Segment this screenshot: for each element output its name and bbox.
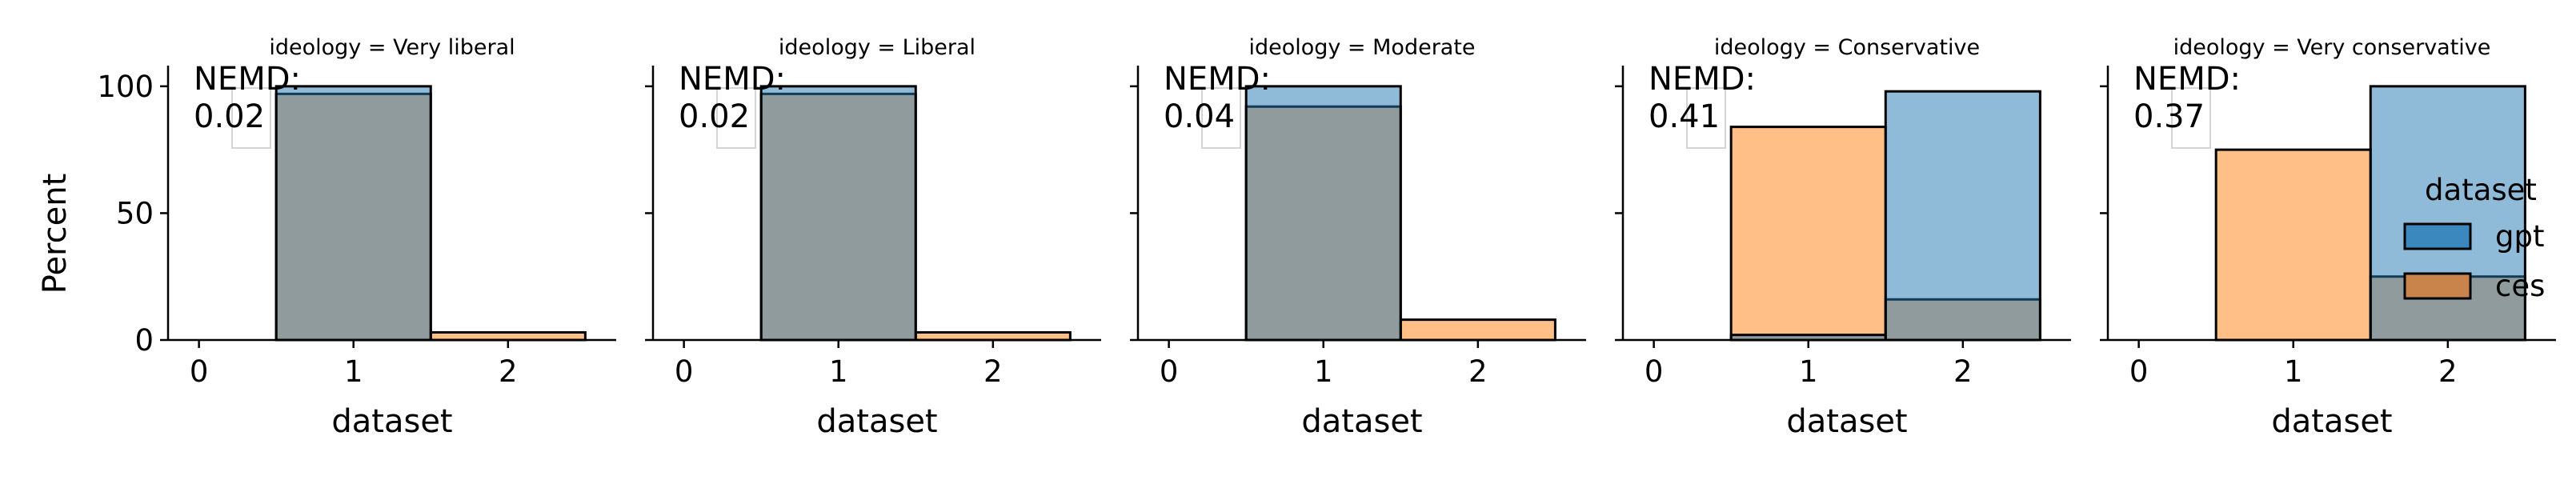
y-tick-label: 0: [134, 323, 154, 358]
panel-title: ideology = Very conservative: [2173, 35, 2491, 60]
nemd-label: NEMD:: [1649, 61, 1756, 98]
panel-2: ideology = Liberal 0 1 2 dataset NEMD:0.02: [645, 35, 1101, 440]
nemd-box: [1201, 87, 1241, 149]
nemd-label: NEMD:: [679, 61, 786, 98]
panel-title: ideology = Moderate: [1248, 35, 1475, 60]
bar-gpt-bin2: [1884, 90, 2041, 342]
panel-3: ideology = Moderate 0 1 2 dataset NEMD:0.04: [1130, 35, 1586, 440]
legend-label-ces: ces: [2495, 269, 2545, 303]
nemd-value: 0.02: [679, 98, 750, 135]
x-tick-label: 0: [2129, 354, 2149, 389]
nemd-value: 0.37: [2133, 98, 2205, 135]
x-tick-label: 1: [2284, 354, 2303, 389]
y-tick-label: 100: [97, 70, 154, 104]
bar-ces-bin2: [429, 330, 587, 342]
x-tick-label: 1: [1799, 354, 1818, 389]
x-tick-label: 2: [499, 354, 518, 389]
bar-gpt-bin1: [759, 85, 917, 342]
panel-title: ideology = Very liberal: [269, 35, 515, 60]
legend-title: dataset: [2425, 173, 2537, 207]
nemd-box: [716, 87, 756, 149]
x-tick-label: 2: [984, 354, 1003, 389]
legend-swatch-gpt: [2403, 222, 2472, 250]
panel-4: ideology = Conservative 0 1 2 dataset NEMD:0.…: [1615, 35, 2071, 440]
x-tick-label: 2: [2438, 354, 2458, 389]
x-axis-label: dataset: [816, 403, 937, 440]
y-axis-label: Percent: [37, 174, 74, 294]
bar-ces-bin2: [1399, 318, 1556, 342]
bar-gpt-bin1: [274, 85, 432, 342]
nemd-box: [231, 87, 271, 149]
x-tick-label: 0: [1160, 354, 1179, 389]
nemd-value: 0.41: [1649, 98, 1720, 135]
x-tick-label: 0: [190, 354, 209, 389]
nemd-value: 0.04: [1164, 98, 1235, 135]
x-tick-label: 1: [1314, 354, 1333, 389]
bar-ces-bin1: [1729, 126, 1887, 342]
bar-gpt-bin1: [1244, 85, 1402, 342]
x-axis-label: dataset: [1301, 403, 1422, 440]
panel-1: ideology = Very liberal 0 1 2 0 50 100 dataset N…: [97, 35, 616, 440]
x-tick-label: 0: [1645, 354, 1664, 389]
bar-ces-bin2: [914, 330, 1072, 342]
nemd-box: [1686, 87, 1726, 149]
nemd-box: [2171, 87, 2211, 149]
nemd-label: NEMD:: [1164, 61, 1271, 98]
panel-title: ideology = Conservative: [1714, 35, 1980, 60]
x-tick-label: 1: [344, 354, 363, 389]
legend-label-gpt: gpt: [2495, 219, 2544, 254]
nemd-label: NEMD:: [194, 61, 301, 98]
x-axis-label: dataset: [331, 403, 452, 440]
x-tick-label: 0: [675, 354, 694, 389]
legend-swatch-ces: [2403, 272, 2472, 300]
panel-title: ideology = Liberal: [779, 35, 976, 60]
legend: dataset gpt ces: [2403, 173, 2545, 303]
x-tick-label: 2: [1468, 354, 1488, 389]
nemd-value: 0.02: [194, 98, 265, 135]
x-tick-label: 2: [1953, 354, 1973, 389]
x-axis-label: dataset: [1786, 403, 1907, 440]
bar-ces-bin1: [2214, 148, 2372, 342]
x-axis-label: dataset: [2271, 403, 2392, 440]
y-tick-label: 50: [116, 196, 154, 230]
nemd-label: NEMD:: [2133, 61, 2241, 98]
x-tick-label: 1: [829, 354, 848, 389]
panel-5: ideology = Very conservative 0 1 2 dataset NE…: [2100, 35, 2556, 440]
